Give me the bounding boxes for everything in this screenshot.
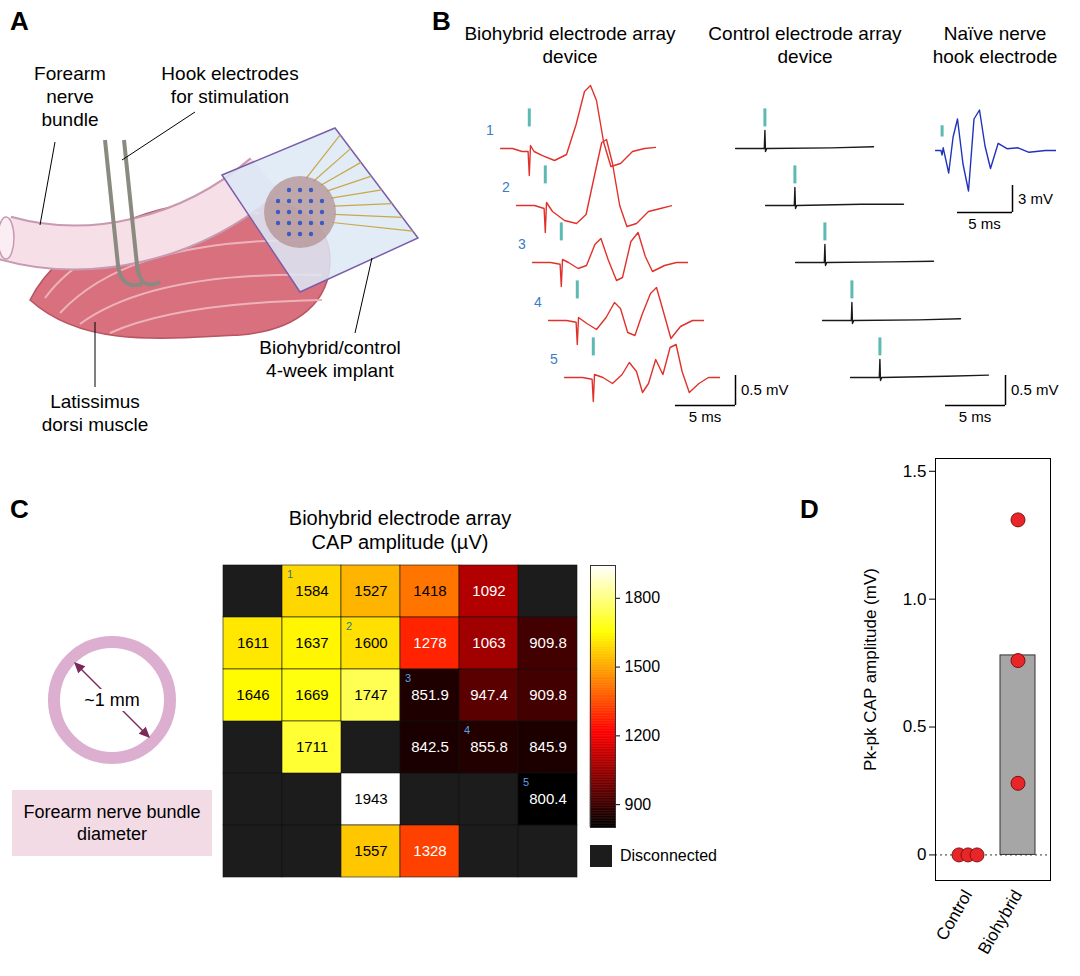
html-text:D: D [800,494,819,524]
svg-text:0: 0 [917,845,926,864]
html-text:Forearm: Forearm [34,63,106,84]
html-text:5 ms: 5 ms [968,215,1001,232]
html-text:Hook electrodes: Hook electrodes [161,63,299,84]
svg-text:845.9: 845.9 [529,738,567,755]
svg-text:2: 2 [346,620,352,632]
html-text:device: device [777,46,833,67]
svg-text:1637: 1637 [295,634,328,651]
svg-text:909.8: 909.8 [529,686,567,703]
svg-text:900: 900 [625,796,652,813]
svg-text:0.5: 0.5 [903,717,927,736]
svg-text:1747: 1747 [354,686,387,703]
html-text:bundle: bundle [41,109,99,130]
html-text:2: 2 [502,179,510,195]
svg-text:1557: 1557 [354,842,387,859]
svg-text:1943: 1943 [354,790,387,807]
html-text:CAP amplitude (µV): CAP amplitude (µV) [311,531,489,553]
svg-text:1527: 1527 [354,582,387,599]
html-text:4-week implant: 4-week implant [266,360,394,381]
html-text:5: 5 [550,351,558,367]
html-text:4: 4 [534,294,542,310]
svg-text:Biohybrid: Biohybrid [974,887,1026,958]
html-text:0.5 mV: 0.5 mV [741,381,789,398]
html-text:dorsi muscle: dorsi muscle [41,414,149,435]
html-text:B: B [432,6,451,36]
svg-text:947.4: 947.4 [470,686,508,703]
svg-text:1611: 1611 [237,634,269,651]
svg-text:1669: 1669 [295,686,328,703]
svg-text:3: 3 [405,672,411,684]
html-text:1: 1 [486,122,494,138]
html-text:~1 mm: ~1 mm [84,690,140,710]
html-text:C: C [10,494,29,524]
svg-text:1: 1 [287,568,293,580]
svg-text:842.5: 842.5 [411,738,449,755]
html-text:nerve: nerve [46,86,94,107]
svg-text:1063: 1063 [472,634,505,651]
html-text:Disconnected: Disconnected [620,847,717,864]
html-text:hook electrode: hook electrode [932,46,1058,67]
svg-text:1.5: 1.5 [903,462,927,481]
html-text:Biohybrid electrode array: Biohybrid electrode array [464,23,676,44]
html-text:diameter: diameter [77,824,147,844]
svg-text:4: 4 [464,724,470,736]
html-text:Forearm nerve bundle: Forearm nerve bundle [23,802,201,822]
svg-text:1200: 1200 [625,727,661,744]
html-text:3 mV: 3 mV [1018,189,1053,207]
svg-text:800.4: 800.4 [529,790,567,807]
html-text:0.5 mV: 0.5 mV [1011,381,1059,398]
svg-text:855.8: 855.8 [470,738,508,755]
html-text:A: A [10,6,29,36]
html-text:Biohybrid electrode array: Biohybrid electrode array [288,507,512,529]
svg-text:Control: Control [932,887,976,944]
html-text:3: 3 [518,236,526,252]
html-text:Naïve nerve: Naïve nerve [943,23,1047,44]
svg-text:909.8: 909.8 [529,634,567,651]
svg-text:1.0: 1.0 [903,590,927,609]
html-text:for stimulation: for stimulation [170,86,290,107]
svg-text:1092: 1092 [472,582,505,599]
svg-text:1711: 1711 [296,738,328,755]
html-text:5 ms: 5 ms [688,408,722,425]
svg-text:1646: 1646 [236,686,269,703]
html-text:5 ms: 5 ms [958,408,992,425]
svg-text:1800: 1800 [625,589,661,606]
svg-text:5: 5 [523,776,529,788]
html-text:device: device [542,46,598,67]
svg-text:1278: 1278 [413,634,446,651]
svg-text:Pk-pk CAP amplitude (mV): Pk-pk CAP amplitude (mV) [861,568,880,771]
html-text:Latissimus: Latissimus [50,391,140,412]
svg-text:1418: 1418 [413,582,446,599]
svg-text:1584: 1584 [295,582,328,599]
svg-text:851.9: 851.9 [411,686,449,703]
svg-text:1328: 1328 [413,842,446,859]
svg-text:1600: 1600 [354,634,387,651]
html-text:Biohybrid/control: Biohybrid/control [259,337,401,358]
html-text:Control electrode array: Control electrode array [708,23,902,44]
svg-text:1500: 1500 [625,658,661,675]
